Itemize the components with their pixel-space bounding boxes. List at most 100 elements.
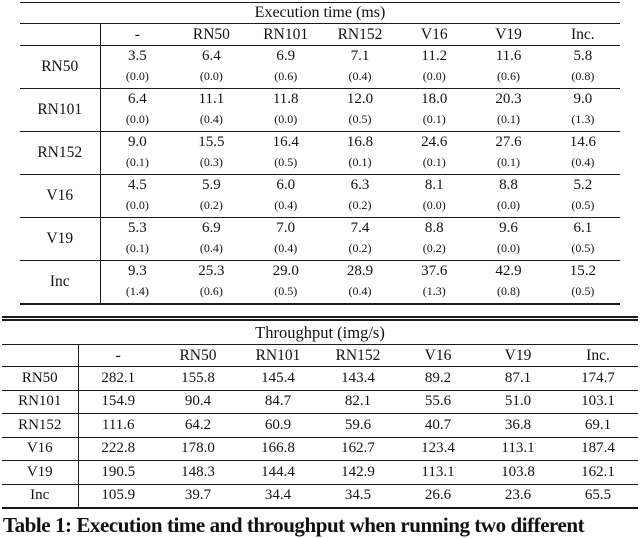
value-cell: 11.6 (0.6)	[471, 45, 546, 89]
value-cell: 222.8	[78, 437, 158, 461]
mean-value: 37.6	[421, 263, 448, 279]
value-cell: 29.0 (0.5)	[248, 260, 323, 305]
std-value: (0.5)	[348, 112, 372, 126]
std-value: (0.8)	[497, 284, 521, 298]
value-cell: 103.8	[478, 460, 558, 485]
value-cell: 145.4	[238, 366, 318, 391]
column-header: -	[78, 344, 158, 367]
table-title: Execution time (ms)	[20, 2, 620, 24]
value-cell: 11.1 (0.4)	[174, 88, 249, 132]
std-value: (1.3)	[422, 284, 446, 298]
table-row: V16 4.5 (0.0) 5.9 (0.2) 6.0 (0.4) 6.3 (0.2) 8.1 (0…	[20, 174, 620, 218]
column-header: V16	[398, 344, 478, 367]
value-cell: 187.4	[558, 437, 638, 461]
mean-value: 24.6	[421, 134, 448, 150]
mean-value: 6.9	[276, 48, 296, 64]
value-cell: 162.1	[558, 460, 638, 485]
value-cell: 4.5 (0.0)	[100, 174, 175, 218]
table-row: Inc 9.3 (1.4) 25.3 (0.6) 29.0 (0.5) 28.9 (0.4) 37…	[20, 260, 620, 305]
value-cell: 64.2	[158, 413, 238, 438]
mean-value: 6.9	[202, 220, 221, 236]
value-cell: 11.2 (0.0)	[397, 45, 472, 89]
value-cell: 15.2 (0.5)	[545, 260, 620, 305]
value-cell: 59.6	[318, 413, 398, 438]
std-value: (0.4)	[348, 284, 372, 298]
value-cell: 103.1	[558, 390, 638, 414]
value-cell: 148.3	[158, 460, 238, 485]
throughput-table: Throughput (img/s) - RN50 RN101 RN152 V16 V19 I…	[2, 316, 638, 509]
value-cell: 5.9 (0.2)	[174, 174, 249, 218]
mean-value: 6.4	[128, 91, 147, 107]
value-cell: 162.7	[318, 437, 398, 461]
mean-value: 9.3	[128, 263, 147, 279]
value-cell: 39.7	[158, 484, 238, 509]
table-title-row: Execution time (ms)	[20, 2, 620, 24]
mean-value: 20.3	[495, 91, 522, 107]
std-value: (0.0)	[274, 112, 298, 126]
std-value: (0.3)	[199, 155, 223, 169]
std-value: (0.1)	[125, 155, 149, 169]
mean-value: 6.0	[276, 177, 296, 193]
value-cell: 15.5 (0.3)	[174, 131, 249, 175]
mean-value: 18.0	[421, 91, 448, 107]
value-cell: 5.8 (0.8)	[545, 45, 620, 89]
value-cell: 11.8 (0.0)	[248, 88, 323, 132]
mean-value: 8.8	[424, 220, 444, 236]
value-cell: 155.8	[158, 366, 238, 391]
value-cell: 23.6	[478, 484, 558, 509]
table-row: V16 222.8 178.0 166.8 162.7 123.4 113.1 187.4	[2, 437, 638, 461]
column-header: RN152	[322, 23, 398, 46]
mean-value: 5.8	[573, 48, 593, 64]
std-value: (0.1)	[497, 112, 521, 126]
column-header: RN152	[318, 344, 398, 367]
value-cell: 84.7	[238, 390, 318, 414]
mean-value: 6.3	[350, 177, 370, 193]
mean-value: 27.6	[495, 134, 522, 150]
column-header: V16	[397, 23, 472, 46]
row-label: RN101	[20, 88, 101, 132]
value-cell: 3.5 (0.0)	[100, 45, 175, 89]
mean-value: 15.5	[198, 134, 225, 150]
value-cell: 12.0 (0.5)	[322, 88, 398, 132]
mean-value: 11.1	[198, 91, 225, 107]
std-value: (0.1)	[422, 112, 446, 126]
value-cell: 111.6	[78, 413, 158, 438]
std-value: (0.4)	[274, 241, 298, 255]
value-cell: 36.8	[478, 413, 558, 438]
row-label: RN50	[2, 366, 79, 391]
value-cell: 34.5	[318, 484, 398, 509]
value-cell: 9.0 (0.1)	[100, 131, 175, 175]
table-row: V19 5.3 (0.1) 6.9 (0.4) 7.0 (0.4) 7.4 (0.2) 8.8 (0…	[20, 217, 620, 261]
column-header: Inc.	[558, 344, 638, 367]
mean-value: 5.9	[202, 177, 221, 193]
mean-value: 12.0	[346, 91, 374, 107]
row-label: V16	[2, 437, 79, 461]
std-value: (0.5)	[274, 284, 298, 298]
std-value: (0.6)	[274, 69, 298, 83]
value-cell: 28.9 (0.4)	[322, 260, 398, 305]
std-value: (0.4)	[274, 198, 298, 212]
std-value: (0.1)	[348, 155, 372, 169]
mean-value: 9.0	[128, 134, 147, 150]
execution-time-table-body: Execution time (ms) - RN50 RN101 RN152 V16 V19…	[20, 2, 620, 305]
value-cell: 24.6 (0.1)	[397, 131, 472, 175]
value-cell: 27.6 (0.1)	[471, 131, 546, 175]
value-cell: 51.0	[478, 390, 558, 414]
column-header: RN101	[248, 23, 323, 46]
value-cell: 90.4	[158, 390, 238, 414]
mean-value: 28.9	[346, 263, 374, 279]
value-cell: 89.2	[398, 366, 478, 391]
std-value: (1.3)	[571, 112, 595, 126]
mean-value: 15.2	[569, 263, 596, 279]
row-label: RN152	[2, 413, 79, 438]
mean-value: 8.1	[424, 177, 444, 193]
table-title: Throughput (img/s)	[2, 316, 638, 345]
value-cell: 174.7	[558, 366, 638, 391]
column-header: Inc.	[545, 23, 620, 46]
corner-cell	[20, 23, 101, 46]
value-cell: 123.4	[398, 437, 478, 461]
std-value: (0.6)	[497, 69, 521, 83]
std-value: (0.2)	[422, 241, 446, 255]
value-cell: 8.1 (0.0)	[397, 174, 472, 218]
value-cell: 190.5	[78, 460, 158, 485]
